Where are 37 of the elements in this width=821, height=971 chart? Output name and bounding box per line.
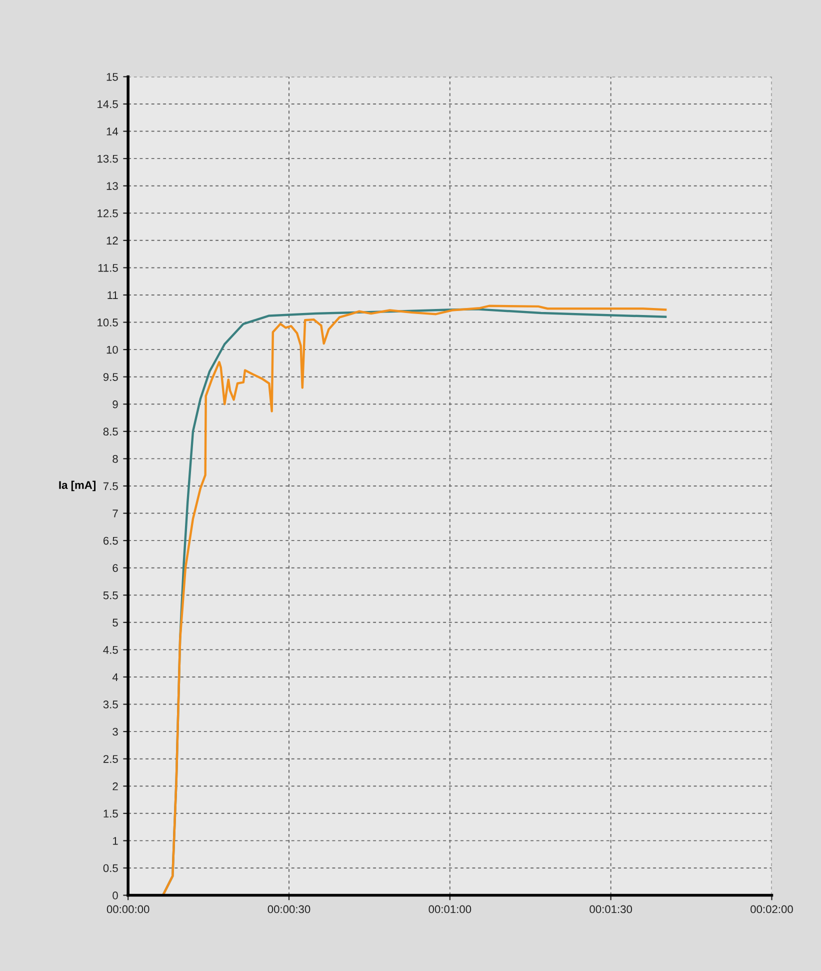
y-tick-label: 12.5 [98,209,118,218]
y-tick-label: 7.5 [103,482,118,490]
y-tick-label: 14 [106,128,118,136]
x-tick-label: 00:02:00 [750,905,793,914]
y-axis-title: Ia [mA] [59,480,96,492]
y-tick-label: 8 [112,454,118,463]
y-tick-label: 1.5 [104,810,118,818]
y-tick-label: 2.5 [103,755,118,763]
y-tick-label: 14.5 [98,100,118,108]
y-tick-label: 0.5 [103,864,118,872]
y-tick-label: 4 [112,673,118,682]
y-tick-label: 8.5 [103,428,118,436]
x-tick-label: 00:00:30 [268,905,310,914]
y-tick-label: 0 [112,892,118,900]
y-tick-label: 3 [112,728,118,736]
y-tick-label: 1 [113,837,118,845]
y-tick-label: 2 [112,782,118,790]
y-tick-label: 10.5 [98,318,118,326]
y-tick-label: 11 [108,291,118,300]
x-tick-label: 00:01:00 [428,905,472,914]
y-tick-label: 6.5 [103,536,118,545]
y-tick-label: 9 [112,400,118,408]
y-tick-label: 5 [112,618,118,627]
x-tick-label: 00:01:30 [590,905,632,914]
x-tick-label: 00:00:00 [106,905,150,914]
y-tick-label: 10 [106,346,118,354]
y-tick-label: 13.5 [98,154,118,163]
y-tick-label: 4.5 [103,646,118,654]
y-tick-label: 3.5 [103,700,118,708]
y-tick-label: 11.5 [98,264,118,272]
y-tick-label: 15 [106,73,118,81]
y-tick-label: 9.5 [103,373,118,381]
y-tick-label: 6 [112,564,118,572]
y-tick-label: 7 [112,510,118,518]
y-tick-label: 13 [106,182,118,190]
y-tick-label: 12 [106,236,118,244]
y-tick-label: 5.5 [103,592,118,600]
